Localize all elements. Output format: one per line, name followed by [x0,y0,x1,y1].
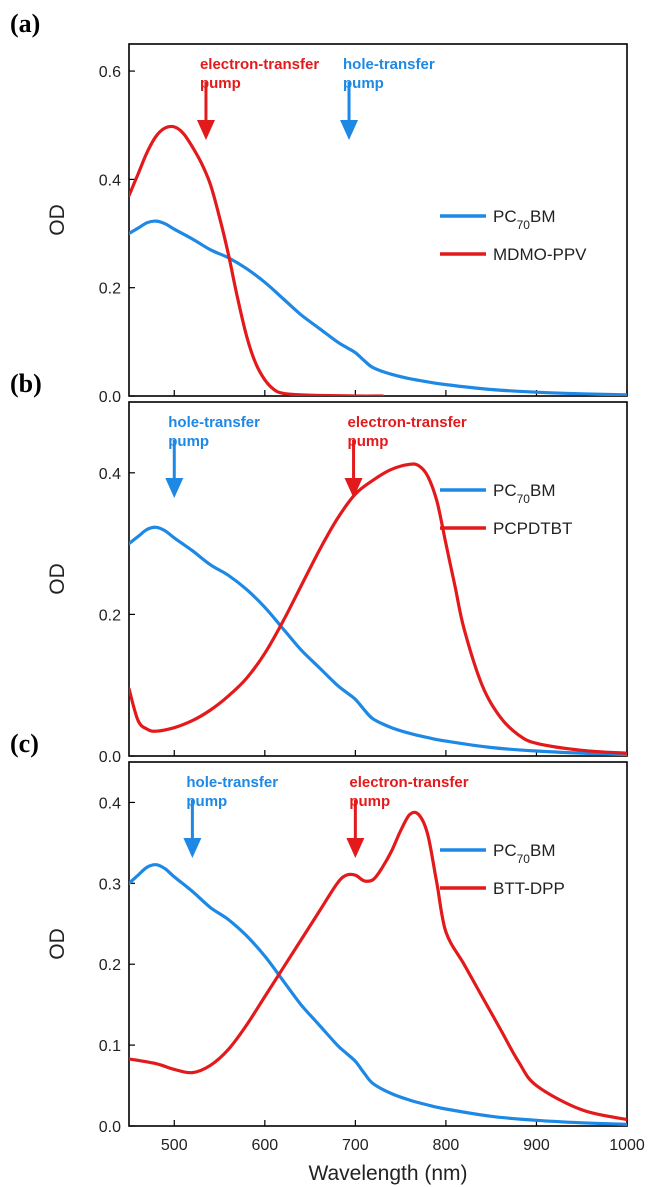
y-tick-label: 0.4 [99,795,121,812]
panel-label: (b) [10,369,42,398]
series-line-pcpdtbt [129,462,627,755]
y-tick-label: 0.0 [99,749,121,766]
legend-label: PC70BM [493,841,555,866]
panel-a: (a) 0.0 0.2 0.4 0.6 OD PC70BM MDMO-PPV electron-… [10,9,628,406]
x-tick-label: 500 [161,1137,188,1154]
y-tick-label: 0.6 [99,64,121,81]
pump-annotation: electron-transfer pump [349,774,468,810]
y-axis-label: OD [46,928,69,960]
legend-label: PC70BM [493,481,555,506]
panel-b: (b) 0.0 0.2 0.4 OD PC70BM PCPDTBT hole-transfer… [10,369,628,766]
series-line-pc70bm [129,219,627,396]
pump-annotation: electron-transfer pump [348,414,467,450]
plot-frame [128,401,628,757]
x-tick-label: 1000 [609,1137,645,1154]
y-tick-label: 0.4 [99,172,121,189]
pump-arrowhead [196,120,215,140]
y-tick-label: 0.0 [99,1119,121,1136]
pump-arrowhead [165,478,184,498]
plot-frame [128,761,628,1127]
y-tick-label: 0.2 [99,607,121,624]
legend-label: PC70BM [493,207,555,232]
panel-c: (c) 0.0 0.1 0.2 0.3 0.4 500 600 700 800 900 1000 OD W… [10,729,645,1185]
pump-annotation: electron-transfer pump [200,56,319,92]
series-line-mdmo-ppv [129,124,385,396]
x-axis-label: Wavelength (nm) [308,1162,467,1185]
x-tick-label: 900 [523,1137,550,1154]
y-tick-label: 0.4 [99,466,121,483]
y-axis-label: OD [46,563,69,595]
pump-arrowhead [344,478,363,498]
pump-arrowhead [340,120,359,140]
legend-label: BTT-DPP [493,879,565,898]
y-tick-label: 0.2 [99,957,121,974]
series-line-btt-dpp [129,810,627,1122]
pump-annotation: hole-transfer pump [186,774,278,810]
pump-arrowhead [346,838,365,858]
pump-annotation: hole-transfer pump [343,56,435,92]
y-tick-label: 0.2 [99,281,121,298]
y-tick-label: 0.1 [99,1038,121,1055]
x-tick-label: 800 [433,1137,460,1154]
panel-label: (c) [10,729,39,758]
pump-arrowhead [183,838,202,858]
y-tick-label: 0.0 [99,389,121,406]
pump-annotation: hole-transfer pump [168,414,260,450]
legend-label: MDMO-PPV [493,245,587,264]
y-tick-label: 0.3 [99,876,121,893]
legend-label: PCPDTBT [493,519,572,538]
series-line-pc70bm [129,525,627,756]
series-line-pc70bm [129,863,627,1126]
panel-label: (a) [10,9,40,38]
x-tick-label: 700 [342,1137,369,1154]
x-tick-label: 600 [251,1137,278,1154]
y-axis-label: OD [46,204,69,236]
